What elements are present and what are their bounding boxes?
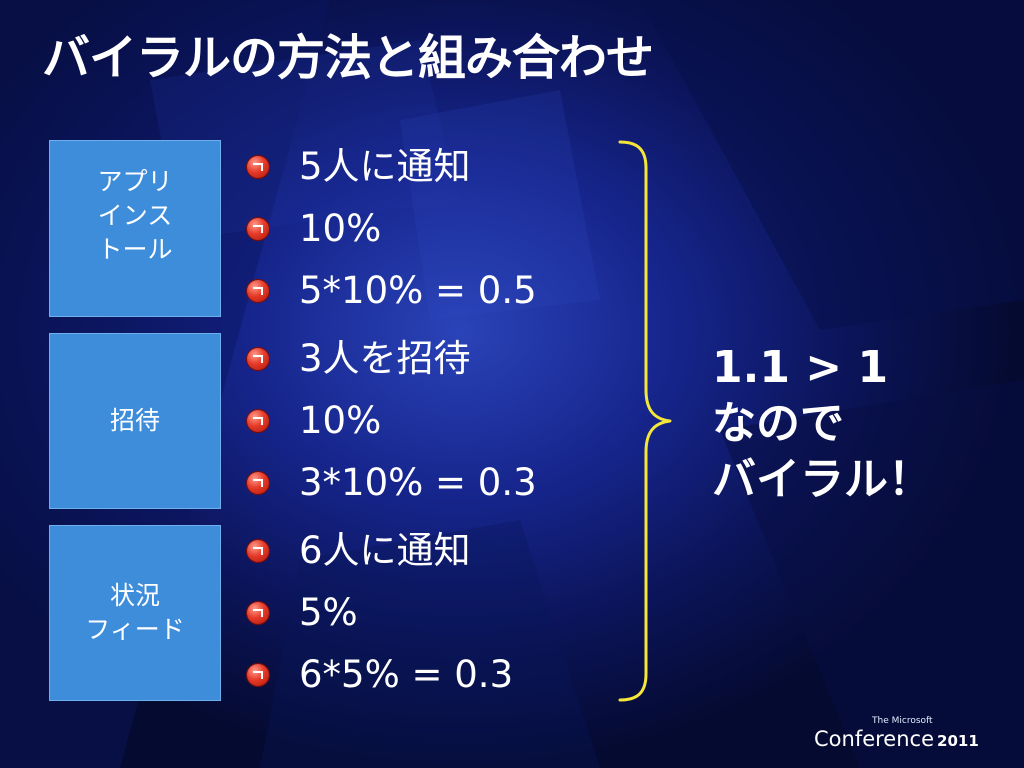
bullet-text: 6人に通知 [299, 529, 471, 572]
logo-year: 2011 [937, 732, 979, 750]
bullet-item: 10% [247, 198, 537, 260]
bullet-item: 5% [247, 582, 513, 644]
box-label-line: トール [97, 235, 173, 264]
bullet-item: 3*10% = 0.3 [247, 452, 537, 514]
bullet-text: 10% [299, 207, 382, 250]
logo-small-text: The Microsoft [872, 716, 933, 726]
bullet-icon [247, 602, 269, 624]
bullet-text: 10% [299, 399, 382, 442]
result-line: なので [712, 398, 844, 449]
logo-main-text: Conference 2011 [814, 726, 979, 754]
category-box-label: 招待 [110, 404, 160, 438]
right-curly-brace [618, 140, 672, 702]
category-box-label: アプリ インス トール [97, 165, 172, 267]
box-label-line: 招待 [109, 406, 160, 435]
result-line: バイラル！ [712, 454, 932, 505]
logo-conference-word: Conference [814, 727, 935, 751]
box-label-line: 状況 [109, 581, 160, 610]
bullet-text: 3*10% = 0.3 [299, 461, 537, 504]
bullet-icon [247, 540, 269, 562]
category-box-label: 状況 フィード [85, 579, 185, 647]
result-statement: 1.1 > 1 なので バイラル！ [712, 340, 932, 508]
bullet-item: 3人を招待 [247, 328, 537, 390]
bullet-group-status-feed: 6人に通知 5% 6*5% = 0.3 [247, 520, 513, 706]
category-box-invite: 招待 [49, 333, 221, 509]
bullet-item: 5人に通知 [247, 136, 537, 198]
result-line: 1.1 > 1 [712, 342, 889, 393]
bullet-item: 6*5% = 0.3 [247, 644, 513, 706]
bullet-icon [247, 472, 269, 494]
bullet-item: 6人に通知 [247, 520, 513, 582]
bullet-text: 5人に通知 [299, 145, 471, 188]
bullet-group-app-install: 5人に通知 10% 5*10% = 0.5 [247, 136, 537, 322]
bullet-icon [247, 348, 269, 370]
conference-logo: The Microsoft Conference 2011 [814, 716, 984, 756]
bullet-text: 5% [299, 591, 358, 634]
box-label-line: インス [97, 201, 173, 230]
bullet-icon [247, 410, 269, 432]
bullet-icon [247, 664, 269, 686]
box-label-line: フィード [85, 615, 185, 644]
slide-title: バイラルの方法と組み合わせ [42, 30, 654, 86]
bullet-icon [247, 156, 269, 178]
category-box-app-install: アプリ インス トール [49, 140, 221, 317]
bullet-item: 5*10% = 0.5 [247, 260, 537, 322]
bullet-item: 10% [247, 390, 537, 452]
bullet-text: 5*10% = 0.5 [299, 269, 537, 312]
category-box-status-feed: 状況 フィード [49, 525, 221, 701]
bullet-text: 6*5% = 0.3 [299, 653, 514, 696]
bullet-icon [247, 280, 269, 302]
bullet-group-invite: 3人を招待 10% 3*10% = 0.3 [247, 328, 537, 514]
bullet-icon [247, 218, 269, 240]
box-label-line: アプリ [97, 167, 173, 196]
bullet-text: 3人を招待 [299, 337, 471, 380]
